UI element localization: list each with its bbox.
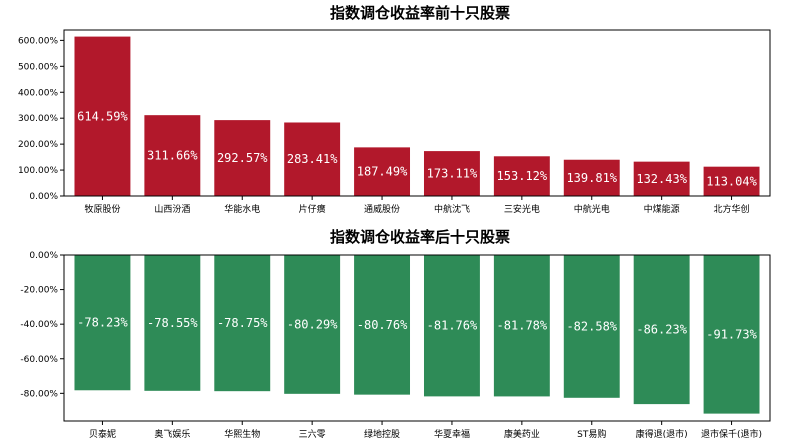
- bottom-category-label: 奥飞娱乐: [154, 428, 190, 440]
- top-bar: [74, 36, 131, 197]
- top-bar: [633, 161, 690, 196]
- bottom-category-label: ST易购: [577, 428, 606, 440]
- top-bar: [144, 115, 201, 196]
- bottom-bar: [214, 255, 271, 392]
- top-bar: [563, 159, 620, 196]
- top-bar: [703, 166, 760, 196]
- top-bar: [493, 156, 550, 196]
- top-bar-value-label: 292.57%: [217, 151, 268, 165]
- bottom-bar-value-label: -78.75%: [217, 316, 268, 330]
- bottom-bar: [633, 255, 690, 405]
- top-ytick-label: 500.00%: [18, 62, 58, 72]
- top-category-label: 山西汾酒: [154, 204, 190, 215]
- bottom-category-label: 华夏幸福: [434, 428, 470, 440]
- top-bar-value-label: 311.66%: [147, 149, 198, 163]
- bottom-category-label: 退市保千(退市): [701, 428, 762, 440]
- bottom-bar-value-label: -81.76%: [427, 319, 478, 333]
- top-category-label: 三安光电: [504, 203, 540, 215]
- bottom-bar-value-label: -78.23%: [77, 316, 128, 330]
- top-category-label: 通威股份: [364, 203, 400, 215]
- top-bar-value-label: 283.41%: [287, 152, 338, 166]
- bottom-bar: [354, 255, 411, 395]
- top-bar-value-label: 139.81%: [566, 171, 617, 185]
- top-bar-value-label: 173.11%: [427, 167, 478, 181]
- bottom-ytick-label: -40.00%: [20, 320, 58, 330]
- top-bar: [214, 120, 271, 196]
- bottom-bar-value-label: -80.29%: [287, 317, 338, 331]
- bottom-ytick-label: 0.00%: [29, 251, 58, 261]
- bottom-ytick-label: -60.00%: [20, 355, 58, 365]
- bottom-ten-chart: 指数调仓收益率后十只股票 0.00% -20.00% -40.00% -60.00% -…: [20, 228, 771, 440]
- top-bar-value-label: 113.04%: [706, 174, 757, 188]
- bottom-chart-title: 指数调仓收益率后十只股票: [330, 228, 510, 246]
- top-category-label: 中航光电: [574, 203, 610, 215]
- top-chart-title: 指数调仓收益率前十只股票: [330, 4, 510, 22]
- top-category-label: 中煤能源: [644, 203, 680, 215]
- top-chart-frame: [63, 29, 771, 197]
- bottom-bar-value-label: -86.23%: [636, 323, 687, 337]
- top-ytick-label: 600.00%: [18, 36, 58, 46]
- bottom-bar: [493, 255, 550, 397]
- top-category-label: 牧原股份: [84, 203, 120, 215]
- bottom-category-label: 华熙生物: [224, 428, 260, 440]
- top-bar-value-label: 614.59%: [77, 109, 128, 123]
- bottom-bar: [144, 255, 201, 391]
- bottom-ytick-label: -80.00%: [20, 389, 58, 399]
- bottom-bar: [703, 255, 760, 414]
- bottom-category-label: 康得退(退市): [636, 428, 688, 440]
- bottom-bar-value-label: -78.55%: [147, 316, 198, 330]
- top-category-label: 中航沈飞: [434, 203, 470, 215]
- bottom-bar-value-label: -91.73%: [706, 327, 757, 341]
- top-category-label: 北方华创: [714, 203, 750, 215]
- bottom-category-label: 绿地控股: [364, 428, 400, 440]
- bottom-bar: [563, 255, 620, 398]
- top-ten-chart: 指数调仓收益率前十只股票 0.00% 100.00% 200.00% 300.00% 4…: [18, 4, 771, 215]
- top-bar: [423, 151, 480, 196]
- bottom-chart-frame: [63, 254, 771, 422]
- bottom-category-label: 贝泰妮: [89, 428, 116, 440]
- top-ytick-label: 0.00%: [29, 192, 58, 202]
- top-ytick-label: 200.00%: [18, 140, 58, 150]
- top-bar: [354, 147, 411, 196]
- top-bar-value-label: 187.49%: [357, 165, 408, 179]
- top-category-label: 华能水电: [224, 203, 260, 215]
- bottom-bar-value-label: -82.58%: [566, 319, 617, 333]
- top-ytick-label: 300.00%: [18, 114, 58, 124]
- bottom-ytick-label: -20.00%: [20, 286, 58, 296]
- top-bar-value-label: 153.12%: [497, 169, 548, 183]
- top-bar-value-label: 132.43%: [636, 172, 687, 186]
- top-bar: [284, 122, 341, 196]
- top-ytick-label: 100.00%: [18, 166, 58, 176]
- bottom-bar: [284, 255, 341, 394]
- bottom-category-label: 康美药业: [504, 428, 540, 440]
- bottom-bar-value-label: -81.78%: [497, 319, 548, 333]
- bottom-bar: [74, 255, 131, 391]
- top-category-label: 片仔癀: [299, 203, 326, 215]
- bottom-category-label: 三六零: [299, 428, 326, 440]
- bottom-bar: [423, 255, 480, 397]
- top-ytick-label: 400.00%: [18, 88, 58, 98]
- bottom-bar-value-label: -80.76%: [357, 318, 408, 332]
